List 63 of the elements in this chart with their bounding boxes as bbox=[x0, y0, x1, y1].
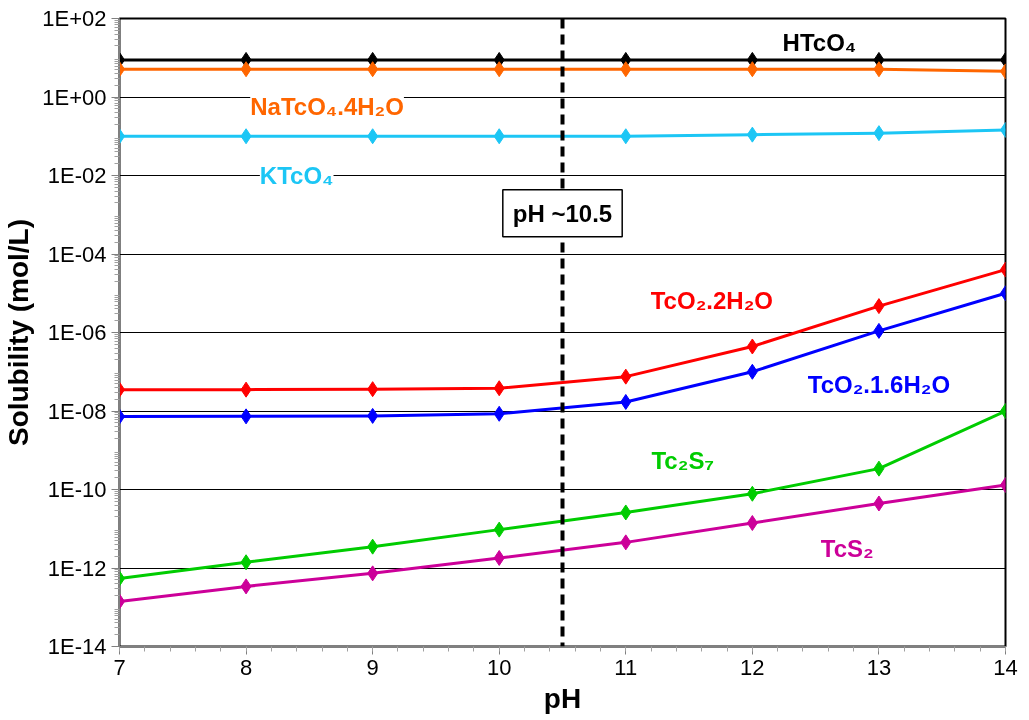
point bbox=[367, 538, 379, 555]
x-axis-title: pH bbox=[543, 682, 582, 714]
point bbox=[746, 126, 758, 143]
y-tick-label: 1E-06 bbox=[47, 320, 107, 345]
point bbox=[873, 460, 885, 477]
point bbox=[240, 578, 252, 595]
point bbox=[620, 393, 632, 410]
point bbox=[873, 125, 885, 142]
point bbox=[367, 61, 379, 78]
point bbox=[493, 61, 505, 78]
y-tick-label: 1E+00 bbox=[42, 84, 107, 110]
point bbox=[493, 128, 505, 145]
y-tick-label: 1E-10 bbox=[47, 477, 107, 502]
x-tick-label: 10 bbox=[486, 654, 512, 680]
point bbox=[367, 381, 379, 398]
series-label: KTcO₄ bbox=[259, 162, 334, 189]
point bbox=[240, 408, 252, 425]
x-tick-label: 7 bbox=[113, 654, 126, 680]
y-tick-label: 1E-04 bbox=[47, 241, 107, 267]
point bbox=[493, 549, 505, 566]
point bbox=[367, 407, 379, 424]
y-axis-title: Solubility (mol/L) bbox=[3, 218, 35, 447]
point bbox=[746, 515, 758, 532]
series-label: TcO₂.2H₂O bbox=[650, 286, 773, 314]
point bbox=[240, 61, 252, 78]
y-tick-label: 1E-14 bbox=[47, 634, 107, 659]
point bbox=[873, 61, 885, 78]
y-tick-label: 1E+02 bbox=[42, 6, 107, 31]
x-tick-label: 8 bbox=[239, 654, 253, 680]
point bbox=[240, 381, 252, 398]
point bbox=[240, 128, 252, 145]
point bbox=[493, 521, 505, 538]
point bbox=[746, 61, 758, 78]
series-label: HTcO₄ bbox=[782, 28, 857, 56]
series-label: TcO₂.1.6H₂O bbox=[807, 370, 951, 398]
ref-line-label: pH ~10.5 bbox=[512, 199, 613, 227]
point bbox=[620, 504, 632, 521]
x-tick-label: 12 bbox=[740, 654, 765, 680]
point bbox=[620, 61, 632, 78]
point bbox=[746, 485, 758, 502]
point bbox=[620, 368, 632, 385]
series-label: TcS₂ bbox=[820, 534, 874, 562]
point bbox=[240, 554, 252, 571]
x-tick-label: 11 bbox=[614, 654, 638, 680]
x-tick-label: 13 bbox=[866, 654, 892, 680]
point bbox=[873, 322, 885, 339]
point bbox=[620, 128, 632, 145]
y-tick-label: 1E-02 bbox=[47, 163, 107, 188]
point bbox=[367, 128, 379, 145]
y-tick-label: 1E-12 bbox=[47, 555, 107, 581]
series-label: Tc₂S₇ bbox=[651, 446, 714, 474]
x-tick-label: 14 bbox=[993, 654, 1018, 680]
series-label: NaTcO₄.4H₂O bbox=[250, 93, 404, 121]
y-tick-label: 1E-08 bbox=[47, 398, 107, 424]
point bbox=[367, 565, 379, 582]
point bbox=[493, 380, 505, 397]
point bbox=[493, 405, 505, 422]
point bbox=[746, 363, 758, 380]
point bbox=[873, 298, 885, 315]
x-tick-label: 9 bbox=[366, 654, 379, 680]
point bbox=[620, 534, 632, 551]
point bbox=[746, 338, 758, 355]
point bbox=[873, 495, 885, 512]
